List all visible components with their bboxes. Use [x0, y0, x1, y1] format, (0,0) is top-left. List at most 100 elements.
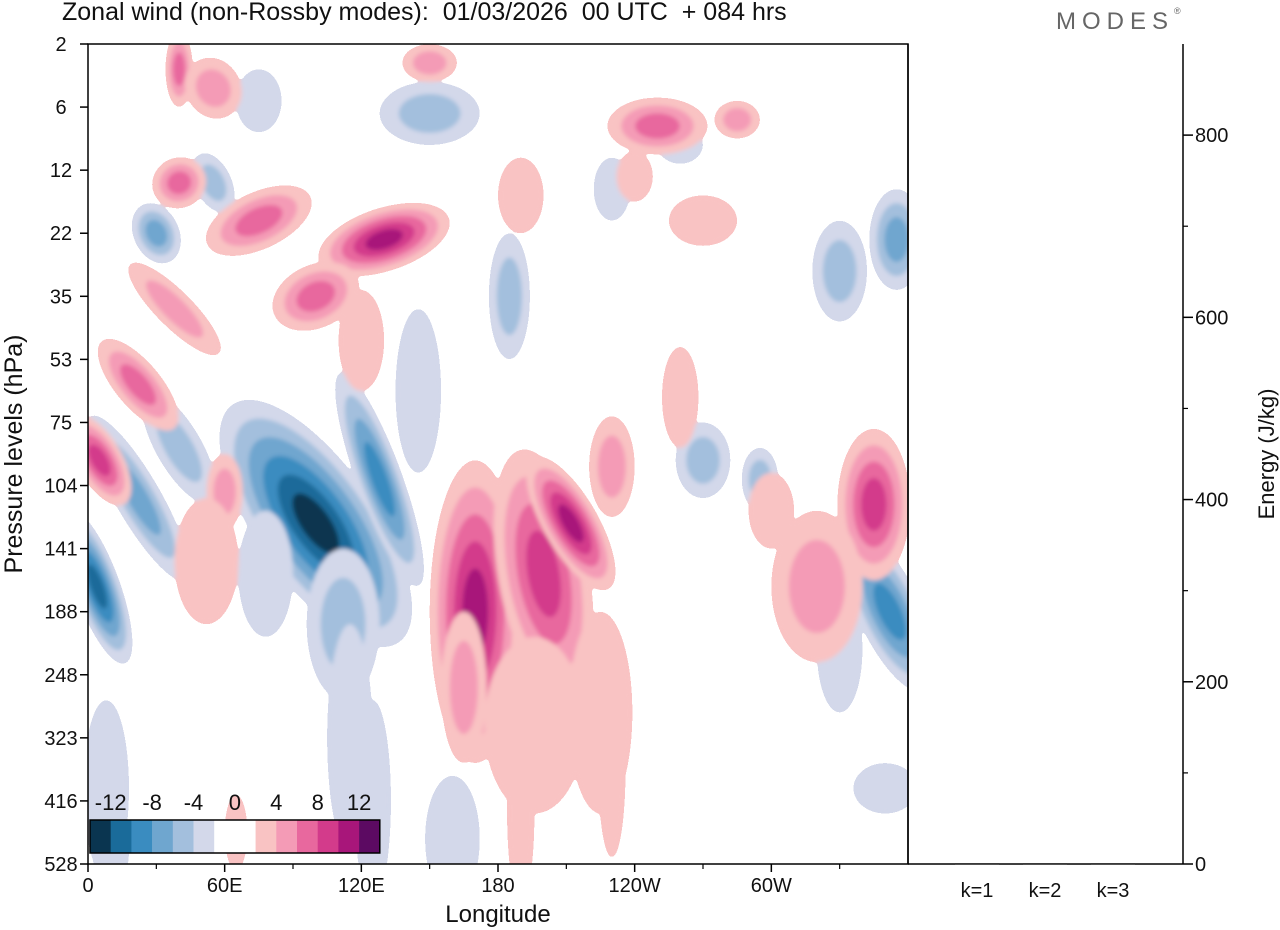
easterly-contour: [364, 442, 395, 517]
westerly-contour: [365, 229, 403, 251]
westerly-contour: [526, 530, 561, 618]
modes-logo: MODES®: [1056, 6, 1181, 36]
energy-tick-label: 800: [1195, 125, 1228, 147]
energy-bar-panel: k=1 k=2 k=3 0 200 400 600 800: [907, 44, 1228, 902]
bar-category-label: k=1: [961, 880, 994, 902]
colorbar-swatch: [338, 820, 360, 853]
chart-title: Zonal wind (non-Rossby modes): 01/03/202…: [62, 0, 787, 26]
easterly-contour: [88, 564, 108, 609]
y-tick-label: 188: [44, 602, 77, 624]
easterly-contour: [873, 583, 907, 640]
westerly-contour: [668, 195, 738, 246]
colorbar-swatch: [193, 820, 215, 853]
energy-axis-label: Energy (J/kg): [1254, 389, 1279, 520]
heatmap-plot-area: [88, 44, 908, 864]
x-tick-label: 60E: [207, 875, 243, 897]
easterly-contour: [292, 493, 340, 554]
colorbar-label: 12: [347, 790, 371, 815]
y-tick-label: 141: [44, 539, 77, 561]
colorbar-label: 0: [229, 790, 241, 815]
westerly-contour: [498, 157, 544, 234]
westerly-contour: [338, 290, 385, 391]
easterly-contour: [145, 219, 168, 247]
westerly-contour: [616, 151, 653, 202]
colorbar-swatch: [276, 820, 298, 853]
y-tick-label: 528: [44, 854, 77, 876]
westerly-contour: [88, 444, 111, 477]
colorbar-swatch: [172, 820, 194, 853]
westerly-contour: [597, 435, 626, 498]
bar-category-label: k=2: [1029, 880, 1062, 902]
longitude-axis: 0 60E 120E 180 120W 60W: [82, 864, 841, 897]
energy-tick-label: 400: [1195, 490, 1228, 512]
easterly-contour: [236, 69, 282, 133]
x-tick-label: 60W: [751, 875, 792, 897]
y-tick-label: 2: [55, 34, 66, 56]
colorbar-label: -8: [142, 790, 162, 815]
easterly-contour: [395, 308, 442, 473]
easterly-contour: [238, 510, 293, 637]
colorbar-swatch: [234, 820, 256, 853]
y-tick-label: 104: [44, 476, 77, 498]
y-tick-label: 75: [50, 412, 72, 434]
x-tick-label: 0: [82, 875, 93, 897]
colorbar-legend: -12 -8 -4 0 4 8 12: [89, 790, 381, 854]
easterly-contour: [200, 164, 227, 201]
colorbar-swatch: [110, 820, 132, 853]
westerly-contour: [195, 69, 231, 107]
colorbar-label: -12: [95, 790, 127, 815]
colorbar-swatch: [297, 820, 318, 853]
energy-tick-label: 600: [1195, 307, 1228, 329]
westerly-contour: [167, 171, 192, 195]
westerly-contour: [173, 52, 186, 87]
energy-tick-label: 0: [1195, 854, 1206, 876]
easterly-contour: [398, 93, 461, 133]
energy-axis: 0 200 400 600 800: [1183, 125, 1228, 876]
easterly-contour: [853, 763, 908, 814]
westerly-contour: [635, 113, 680, 139]
westerly-contour: [558, 504, 584, 543]
easterly-contour: [884, 217, 908, 262]
easterly-contour: [425, 775, 480, 864]
energy-bar: [1023, 863, 1067, 865]
westerly-contour: [412, 51, 447, 75]
easterly-contour: [822, 240, 857, 303]
westerly-contour: [235, 204, 283, 237]
x-tick-label: 120E: [338, 875, 385, 897]
y-tick-label: 323: [44, 728, 77, 750]
westerly-contour: [723, 108, 752, 132]
y-tick-label: 35: [50, 286, 72, 308]
westerly-contour: [145, 280, 204, 338]
colorbar-frame: [89, 819, 381, 854]
energy-bar: [1091, 863, 1135, 865]
y-tick-label: 12: [50, 160, 72, 182]
colorbar-swatch: [214, 820, 236, 853]
westerly-contour: [598, 681, 626, 858]
pressure-axis: 2 6 12 22 35 53 75 104 141 188 248 323 416 528: [44, 34, 88, 876]
y-tick-label: 248: [44, 665, 77, 687]
y-axis-label: Pressure levels (hPa): [0, 335, 28, 574]
westerly-contour: [507, 725, 535, 864]
westerly-contour: [662, 346, 699, 448]
westerly-contour: [748, 472, 795, 549]
colorbar-swatch: [131, 820, 153, 853]
y-tick-label: 416: [44, 791, 77, 813]
westerly-contour: [296, 280, 336, 312]
bar-category-label: k=3: [1097, 880, 1130, 902]
x-tick-label: 180: [481, 875, 514, 897]
x-tick-label: 120W: [609, 875, 661, 897]
y-tick-label: 6: [55, 97, 66, 119]
easterly-contour: [496, 257, 523, 336]
y-tick-label: 53: [50, 349, 72, 371]
easterly-contour: [156, 413, 203, 483]
westerly-contour: [174, 498, 239, 625]
y-tick-label: 22: [50, 223, 72, 245]
westerly-contour: [449, 640, 478, 734]
logo-text: MODES: [1056, 8, 1175, 35]
energy-bar: [955, 863, 999, 865]
colorbar-swatch: [90, 820, 111, 853]
x-axis-label: Longitude: [445, 901, 550, 928]
colorbar-label: 4: [270, 790, 282, 815]
westerly-contour: [861, 478, 887, 531]
